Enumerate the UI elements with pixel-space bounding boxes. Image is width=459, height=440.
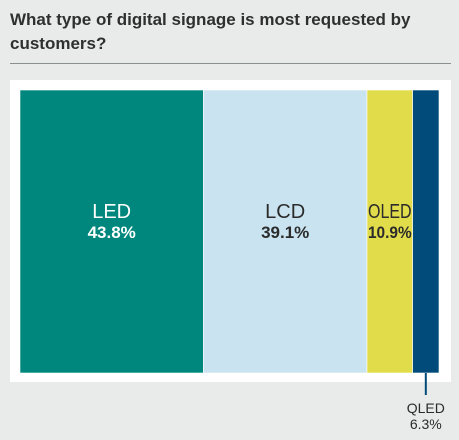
- category-label-led: LED: [92, 201, 131, 223]
- value-label-led: 43.8%: [88, 223, 136, 242]
- title-divider: [10, 63, 451, 64]
- bar-segment-lcd: [203, 89, 368, 374]
- value-label-qled: 6.3%: [410, 416, 442, 432]
- category-label-qled: QLED: [407, 400, 445, 416]
- category-label-oled: OLED: [368, 201, 412, 223]
- bar-segment-oled: [366, 89, 413, 374]
- bar-segment-led: [19, 89, 204, 374]
- value-label-lcd: 39.1%: [261, 223, 309, 242]
- bar-segment-qled: [412, 89, 440, 374]
- category-label-lcd: LCD: [265, 201, 305, 223]
- chart-title: What type of digital signage is most req…: [10, 10, 411, 53]
- value-label-oled: 10.9%: [368, 223, 412, 242]
